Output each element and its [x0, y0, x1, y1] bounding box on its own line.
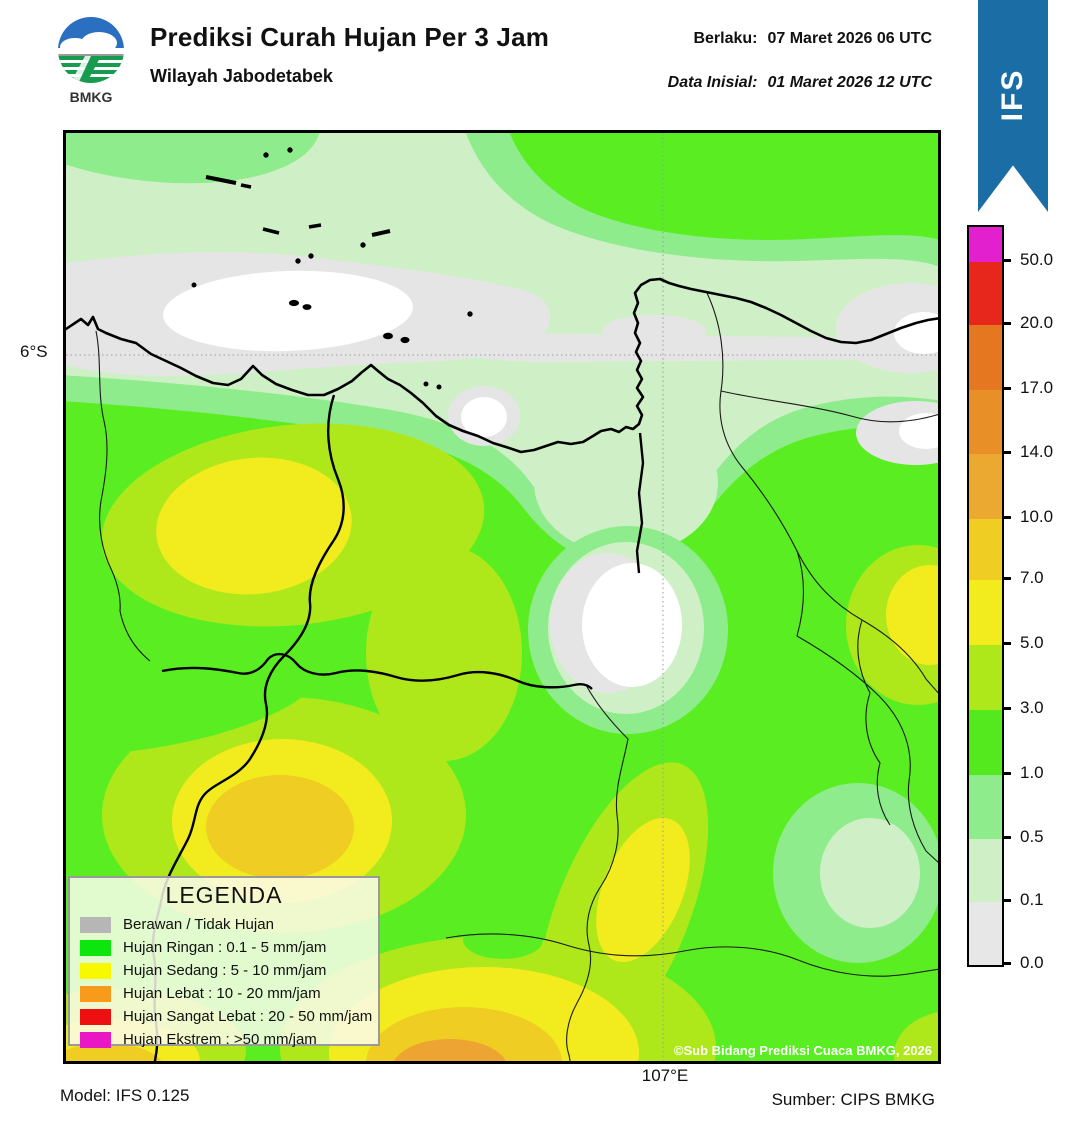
- model-ribbon: IFS: [978, 0, 1048, 212]
- legend-swatch: [80, 916, 111, 933]
- colorbar-tick-mark: [1002, 707, 1011, 710]
- coastline: [66, 277, 938, 454]
- legend-label: Hujan Sangat Lebat : 20 - 50 mm/jam: [123, 1008, 373, 1025]
- colorbar-tick-mark: [1002, 516, 1011, 519]
- colorbar-tick-label: 3.0: [1020, 698, 1044, 717]
- colorbar-tick-label: 20.0: [1020, 313, 1054, 332]
- legend-swatch: [80, 939, 111, 956]
- legend-item: Berawan / Tidak Hujan: [80, 913, 368, 936]
- init-time-value: 01 Maret 2026 12 UTC: [767, 74, 932, 91]
- colorbar-tick-label: 17.0: [1020, 378, 1054, 397]
- colorbar-tick-label: 0.5: [1020, 827, 1044, 846]
- rainfall-map: ©Sub Bidang Prediksi Cuaca BMKG, 2026: [66, 133, 938, 1061]
- source-label: Sumber: CIPS BMKG: [771, 1090, 935, 1109]
- legend-swatch: [80, 962, 111, 979]
- colorbar-segment: [969, 227, 1002, 262]
- legend-items: Berawan / Tidak Hujan Hujan Ringan : 0.1 …: [80, 913, 372, 1051]
- legend-item: Hujan Ringan : 0.1 - 5 mm/jam: [80, 936, 368, 959]
- colorbar-tick-label: 10.0: [1020, 507, 1054, 526]
- colorbar-segment: [969, 775, 1002, 839]
- legend-label: Hujan Ringan : 0.1 - 5 mm/jam: [123, 939, 327, 956]
- colorbar-tick-label: 50.0: [1020, 250, 1054, 269]
- legend-label: Hujan Sedang : 5 - 10 mm/jam: [123, 962, 327, 979]
- colorbar-tick-mark: [1002, 259, 1011, 262]
- colorbar-segment: [969, 519, 1002, 580]
- valid-time-value: 07 Maret 2026 06 UTC: [767, 30, 932, 47]
- init-time: Data Inisial: 01 Maret 2026 12 UTC: [560, 74, 932, 92]
- colorbar-segment: [969, 390, 1002, 454]
- valid-time-label: Berlaku:: [693, 30, 758, 47]
- legend-item: Hujan Sangat Lebat : 20 - 50 mm/jam: [80, 1005, 372, 1028]
- colorbar-tick-label: 14.0: [1020, 442, 1054, 461]
- colorbar-tick-label: 0.1: [1020, 890, 1044, 909]
- islands: [191, 147, 473, 390]
- colorbar-tick-mark: [1002, 642, 1011, 645]
- colorbar-tick-mark: [1002, 962, 1011, 965]
- colorbar-tick-label: 0.0: [1020, 953, 1044, 972]
- legend-title: LEGENDA: [165, 882, 283, 908]
- latitude-label: 6°S: [20, 342, 48, 361]
- colorbar-segment: [969, 645, 1002, 710]
- colorbar-segment: [969, 839, 1002, 902]
- colorbar-segment: [969, 262, 1002, 325]
- page-subtitle: Wilayah Jabodetabek: [150, 66, 333, 86]
- legend-swatch: [80, 985, 111, 1002]
- legend-label: Hujan Ekstrem : >50 mm/jam: [123, 1031, 317, 1048]
- legend-box: LEGENDA Berawan / Tidak Hujan Hujan Ringa…: [68, 876, 380, 1048]
- bmkg-logo: BMKG: [55, 14, 127, 106]
- colorbar-tick-label: 5.0: [1020, 633, 1044, 652]
- colorbar-tick-mark: [1002, 836, 1011, 839]
- page-title: Prediksi Curah Hujan Per 3 Jam: [150, 22, 550, 52]
- longitude-label: 107°E: [641, 1066, 689, 1085]
- colorbar-segment: [969, 710, 1002, 775]
- colorbar-tick-mark: [1002, 899, 1011, 902]
- colorbar-segment: [969, 902, 1002, 965]
- valid-time: Berlaku: 07 Maret 2026 06 UTC: [560, 30, 932, 48]
- model-label: Model: IFS 0.125: [60, 1086, 190, 1105]
- colorbar-tick-mark: [1002, 577, 1011, 580]
- colorbar-tick-label: 7.0: [1020, 568, 1044, 587]
- colorbar-tick-mark: [1002, 772, 1011, 775]
- map-copyright: ©Sub Bidang Prediksi Cuaca BMKG, 2026: [674, 1043, 932, 1058]
- colorbar-tick-mark: [1002, 387, 1011, 390]
- colorbar-segment: [969, 580, 1002, 645]
- model-ribbon-text: IFS: [996, 68, 1029, 122]
- logo-caption: BMKG: [70, 89, 113, 105]
- legend-swatch: [80, 1031, 111, 1048]
- legend-swatch: [80, 1008, 111, 1025]
- legend-item: Hujan Sedang : 5 - 10 mm/jam: [80, 959, 368, 982]
- colorbar-tick-mark: [1002, 451, 1011, 454]
- admin-boundaries-thin: [95, 292, 938, 1061]
- init-time-label: Data Inisial:: [667, 74, 758, 91]
- colorbar: [967, 225, 1004, 967]
- graticule: [66, 133, 938, 1061]
- map-canvas: ©Sub Bidang Prediksi Cuaca BMKG, 2026: [63, 130, 941, 1064]
- legend-item: Hujan Ekstrem : >50 mm/jam: [80, 1028, 368, 1051]
- colorbar-tick-label: 1.0: [1020, 763, 1044, 782]
- colorbar-segment: [969, 325, 1002, 390]
- colorbar-segment: [969, 454, 1002, 519]
- colorbar-tick-mark: [1002, 322, 1011, 325]
- legend-item: Hujan Lebat : 10 - 20 mm/jam: [80, 982, 368, 1005]
- legend-label: Berawan / Tidak Hujan: [123, 916, 274, 933]
- legend-label: Hujan Lebat : 10 - 20 mm/jam: [123, 985, 321, 1002]
